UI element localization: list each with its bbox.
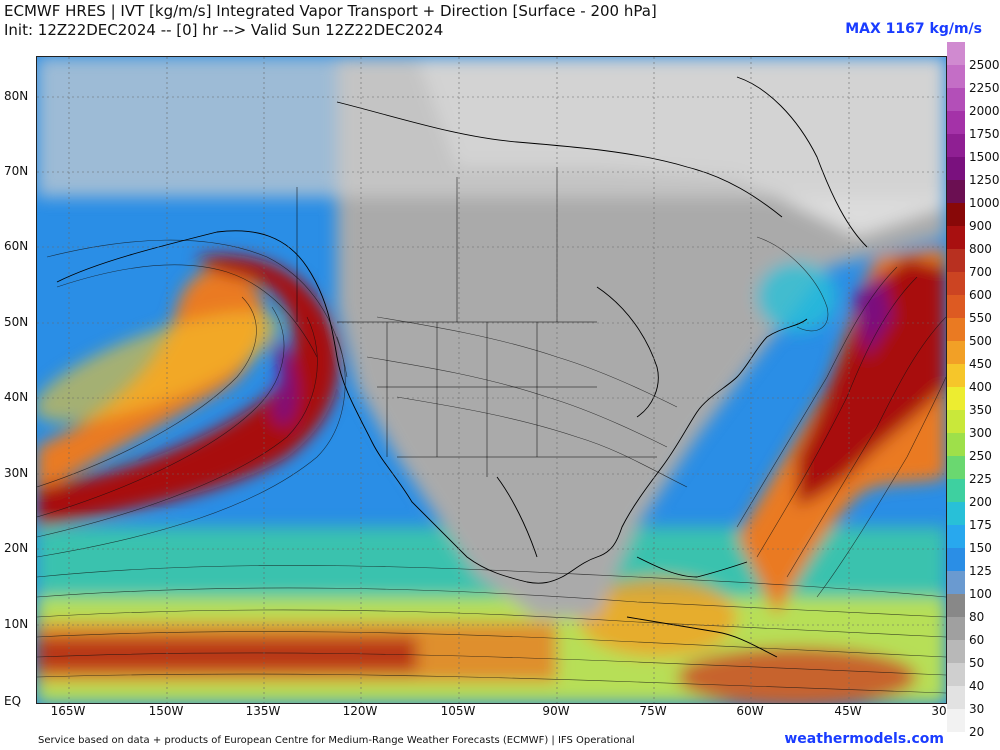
colorbar-label: 900 [969, 219, 992, 233]
lat-label-40n: 40N [4, 390, 29, 404]
political-borders [296, 167, 657, 477]
colorbar-swatch [947, 272, 965, 295]
lon-label-135w: 135W [245, 704, 281, 718]
colorbar-swatch [947, 663, 965, 686]
colorbar-swatch [947, 548, 965, 571]
colorbar-swatch [947, 594, 965, 617]
colorbar-label: 1000 [969, 196, 1000, 210]
lon-label-150w: 150W [148, 704, 184, 718]
colorbar-label: 80 [969, 610, 985, 624]
colorbar-label: 1750 [969, 127, 1000, 141]
colorbar-swatch [947, 65, 965, 88]
colorbar-label: 200 [969, 495, 992, 509]
colorbar-label: 700 [969, 265, 992, 279]
colorbar-swatch [947, 525, 965, 548]
colorbar-label: 550 [969, 311, 992, 325]
colorbar-swatch [947, 571, 965, 594]
lon-label-45w: 45W [834, 704, 862, 718]
colorbar [947, 42, 965, 732]
lat-label-10n: 10N [4, 617, 29, 631]
lon-label-105w: 105W [440, 704, 476, 718]
ivt-map[interactable] [36, 56, 947, 704]
title-line-2: Init: 12Z22DEC2024 -- [0] hr --> Valid S… [4, 21, 444, 39]
lat-label-20n: 20N [4, 541, 29, 555]
colorbar-label: 225 [969, 472, 992, 486]
vapor-transport-streamlines [37, 236, 946, 694]
colorbar-label: 40 [969, 679, 985, 693]
colorbar-label: 350 [969, 403, 992, 417]
lat-label-30n: 30N [4, 466, 29, 480]
site-link[interactable]: weathermodels.com [784, 731, 944, 747]
coastlines [56, 76, 868, 658]
ivt-field [37, 57, 946, 703]
ivt-map-canvas [37, 57, 946, 703]
colorbar-swatch [947, 249, 965, 272]
colorbar-swatch [947, 479, 965, 502]
colorbar-swatch [947, 203, 965, 226]
colorbar-label: 800 [969, 242, 992, 256]
colorbar-label: 50 [969, 656, 985, 670]
colorbar-swatch [947, 387, 965, 410]
colorbar-label: 20 [969, 725, 985, 739]
colorbar-label: 250 [969, 449, 992, 463]
lon-label-90w: 90W [542, 704, 570, 718]
colorbar-label: 500 [969, 334, 992, 348]
graticule [37, 57, 946, 703]
colorbar-label: 175 [969, 518, 992, 532]
data-credit: Service based on data + products of Euro… [38, 735, 635, 746]
title-line-1: ECMWF HRES | IVT [kg/m/s] Integrated Vap… [4, 2, 657, 20]
colorbar-label: 1250 [969, 173, 1000, 187]
colorbar-swatch [947, 295, 965, 318]
lat-label-80n: 80N [4, 89, 29, 103]
colorbar-swatch [947, 180, 965, 203]
colorbar-swatch [947, 433, 965, 456]
colorbar-label: 125 [969, 564, 992, 578]
colorbar-swatch [947, 318, 965, 341]
lon-label-75w: 75W [639, 704, 667, 718]
lon-label-60w: 60W [736, 704, 764, 718]
colorbar-swatch [947, 42, 965, 65]
colorbar-label: 400 [969, 380, 992, 394]
max-ivt-label: MAX 1167 kg/m/s [845, 21, 982, 37]
colorbar-label: 150 [969, 541, 992, 555]
lat-label-60n: 60N [4, 239, 29, 253]
colorbar-label: 2250 [969, 81, 1000, 95]
colorbar-swatch [947, 456, 965, 479]
colorbar-swatch [947, 686, 965, 709]
colorbar-swatch [947, 111, 965, 134]
colorbar-swatch [947, 502, 965, 525]
colorbar-label: 2500 [969, 58, 1000, 72]
colorbar-label: 60 [969, 633, 985, 647]
colorbar-swatch [947, 226, 965, 249]
lon-label-120w: 120W [342, 704, 378, 718]
colorbar-swatch [947, 617, 965, 640]
colorbar-swatch [947, 709, 965, 732]
colorbar-label: 300 [969, 426, 992, 440]
colorbar-swatch [947, 640, 965, 663]
chart-title: ECMWF HRES | IVT [kg/m/s] Integrated Vap… [4, 2, 657, 40]
colorbar-label: 600 [969, 288, 992, 302]
colorbar-swatch [947, 364, 965, 387]
lat-label-50n: 50N [4, 315, 29, 329]
colorbar-swatch [947, 134, 965, 157]
lat-label-70n: 70N [4, 164, 29, 178]
colorbar-label: 450 [969, 357, 992, 371]
colorbar-label: 30 [969, 702, 985, 716]
colorbar-label: 100 [969, 587, 992, 601]
colorbar-label: 1500 [969, 150, 1000, 164]
colorbar-swatch [947, 341, 965, 364]
colorbar-swatch [947, 88, 965, 111]
lat-label-eq: EQ [4, 694, 22, 708]
colorbar-swatch [947, 157, 965, 180]
lon-label-165w: 165W [50, 704, 86, 718]
lon-label-30: 30 [931, 704, 947, 718]
colorbar-label: 2000 [969, 104, 1000, 118]
colorbar-swatch [947, 410, 965, 433]
